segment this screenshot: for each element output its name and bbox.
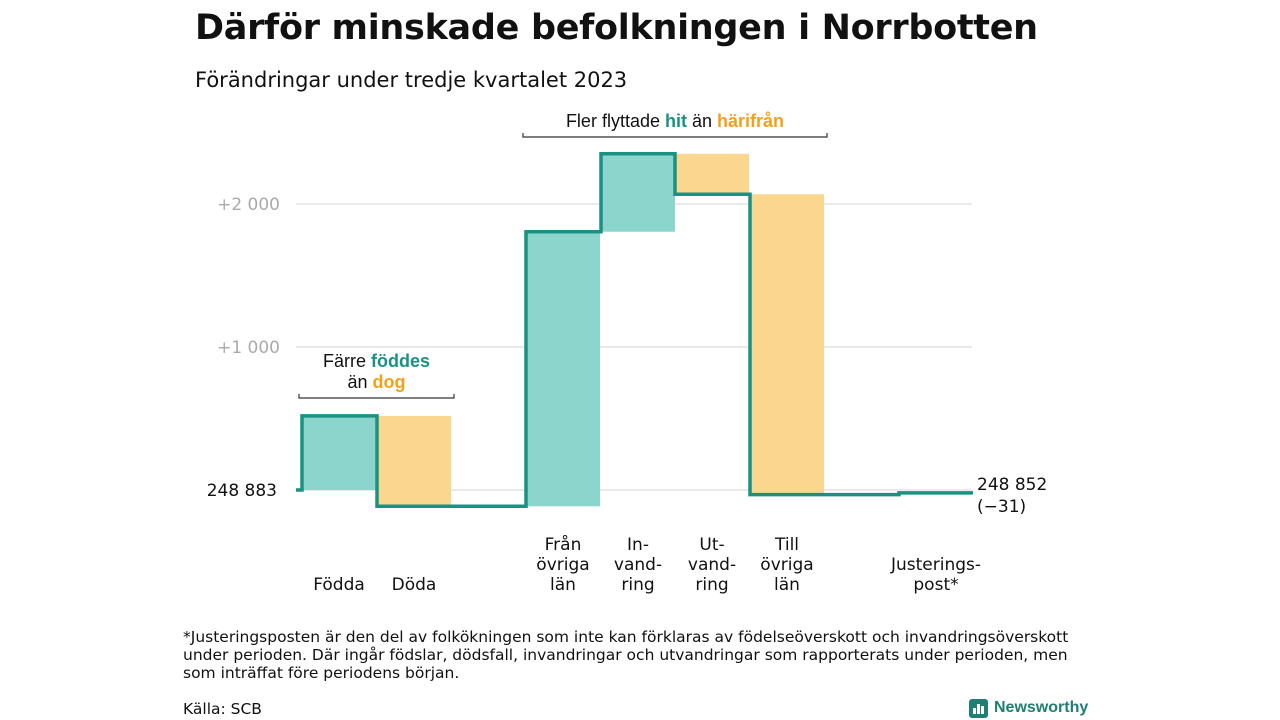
- migration-bracket-segment-0-2: än: [687, 111, 717, 131]
- category-label-0-0: Födda: [313, 575, 365, 595]
- birth-death-bracket-segment-0-0: Färre: [323, 351, 371, 371]
- category-label-3-1: vand-: [614, 555, 662, 575]
- birth-death-bracket-text-1: än dog: [347, 372, 405, 392]
- bar-1: [377, 415, 451, 507]
- birth-death-bracket-segment-1-0: än: [347, 372, 372, 392]
- category-label-3-2: ring: [621, 575, 654, 595]
- cumulative-line: [296, 152, 973, 509]
- y-tick-label-2: +2 000: [217, 195, 280, 215]
- birth-death-bracket-line: [298, 394, 455, 399]
- source-note: Källa: SCB: [183, 700, 262, 718]
- chart-title: Därför minskade befolkningen i Norrbotte…: [195, 8, 1038, 48]
- bar-4: [675, 153, 749, 195]
- migration-bracket-segment-0-3: härifrån: [717, 111, 784, 131]
- category-label-6-0: Justerings-: [890, 555, 981, 575]
- migration-bracket-segment-0-0: Fler flyttade: [566, 111, 665, 131]
- y-tick-label-1: +1 000: [217, 338, 280, 358]
- category-label-5-0: Till: [774, 535, 799, 555]
- category-label-4-2: ring: [695, 575, 728, 595]
- bar-0: [302, 415, 376, 490]
- migration-bracket-line: [522, 133, 828, 138]
- newsworthy-logo-icon: [969, 698, 988, 718]
- birth-death-bracket-segment-0-1: föddes: [371, 351, 430, 371]
- birth-death-bracket-text-0: Färre föddes: [323, 351, 430, 371]
- bar-3: [601, 153, 675, 232]
- category-label-2-0: Från: [545, 534, 582, 555]
- end-value-label: 248 852: [977, 475, 1047, 495]
- bar-5: [750, 194, 824, 495]
- category-label-5-1: övriga: [760, 555, 813, 575]
- migration-bracket-segment-0-1: hit: [665, 111, 687, 131]
- start-value-label: 248 883: [207, 481, 277, 501]
- category-label-4-1: vand-: [688, 555, 736, 575]
- category-label-2-2: län: [550, 575, 576, 595]
- logo-text: Newsworthy: [994, 699, 1089, 716]
- chart-subtitle: Förändringar under tredje kvartalet 2023: [195, 68, 628, 92]
- category-label-1-0: Döda: [392, 575, 437, 595]
- bar-2: [526, 231, 600, 507]
- category-label-5-2: län: [774, 575, 800, 595]
- category-label-6-1: post*: [913, 575, 958, 595]
- newsworthy-logo: Newsworthy: [969, 698, 1088, 718]
- category-label-4-0: Ut-: [699, 535, 724, 555]
- birth-death-bracket-segment-1-1: dog: [373, 372, 406, 392]
- category-label-3-0: In-: [627, 535, 649, 555]
- footnote: *Justeringsposten är den del av folkökni…: [183, 628, 1069, 682]
- end-change-label: (−31): [977, 497, 1026, 517]
- migration-bracket-text-0: Fler flyttade hit än härifrån: [566, 111, 784, 131]
- category-label-2-1: övriga: [536, 555, 589, 575]
